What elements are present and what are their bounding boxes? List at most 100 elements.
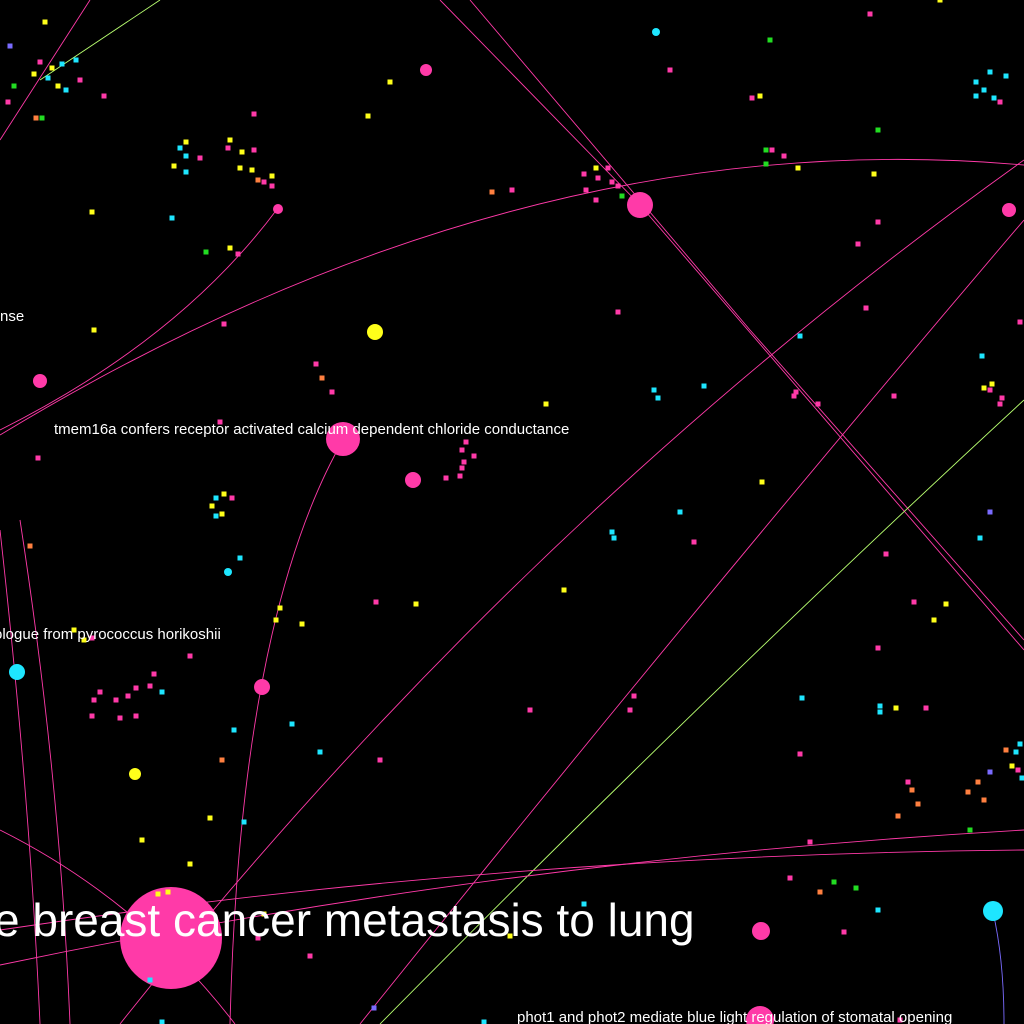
node-phot[interactable] (746, 1006, 774, 1024)
small-node[interactable] (815, 401, 821, 407)
small-node[interactable] (261, 911, 267, 917)
node[interactable] (9, 664, 25, 680)
small-node[interactable] (33, 115, 39, 121)
small-node[interactable] (915, 801, 921, 807)
small-node[interactable] (443, 475, 449, 481)
small-node[interactable] (891, 393, 897, 399)
small-node[interactable] (875, 907, 881, 913)
node[interactable] (129, 768, 141, 780)
small-node[interactable] (855, 241, 861, 247)
small-node[interactable] (273, 617, 279, 623)
small-node[interactable] (97, 689, 103, 695)
small-node[interactable] (329, 389, 335, 395)
small-node[interactable] (277, 605, 283, 611)
small-node[interactable] (237, 555, 243, 561)
small-node[interactable] (875, 219, 881, 225)
small-node[interactable] (365, 113, 371, 119)
small-node[interactable] (81, 637, 87, 643)
small-node[interactable] (937, 0, 943, 3)
small-node[interactable] (227, 137, 233, 143)
small-node[interactable] (155, 891, 161, 897)
small-node[interactable] (841, 929, 847, 935)
small-node[interactable] (249, 167, 255, 173)
node[interactable] (405, 472, 421, 488)
small-node[interactable] (377, 757, 383, 763)
small-node[interactable] (877, 709, 883, 715)
small-node[interactable] (313, 361, 319, 367)
small-node[interactable] (147, 683, 153, 689)
small-node[interactable] (289, 721, 295, 727)
small-node[interactable] (799, 695, 805, 701)
small-node[interactable] (217, 419, 223, 425)
small-node[interactable] (459, 447, 465, 453)
small-node[interactable] (757, 93, 763, 99)
small-node[interactable] (27, 543, 33, 549)
small-node[interactable] (875, 645, 881, 651)
small-node[interactable] (413, 601, 419, 607)
small-node[interactable] (5, 99, 11, 105)
small-node[interactable] (507, 933, 513, 939)
small-node[interactable] (975, 779, 981, 785)
small-node[interactable] (631, 693, 637, 699)
small-node[interactable] (1019, 775, 1024, 781)
small-node[interactable] (979, 353, 985, 359)
small-node[interactable] (89, 635, 95, 641)
small-node[interactable] (117, 715, 123, 721)
small-node[interactable] (59, 61, 65, 67)
small-node[interactable] (987, 387, 993, 393)
small-node[interactable] (269, 183, 275, 189)
node[interactable] (1002, 203, 1016, 217)
small-node[interactable] (615, 309, 621, 315)
small-node[interactable] (307, 953, 313, 959)
small-node[interactable] (235, 251, 241, 257)
small-node[interactable] (213, 513, 219, 519)
small-node[interactable] (593, 165, 599, 171)
small-node[interactable] (987, 509, 993, 515)
small-node[interactable] (1013, 749, 1019, 755)
small-node[interactable] (767, 37, 773, 43)
small-node[interactable] (89, 713, 95, 719)
small-node[interactable] (49, 65, 55, 71)
small-node[interactable] (165, 889, 171, 895)
small-node[interactable] (231, 727, 237, 733)
small-node[interactable] (457, 473, 463, 479)
small-node[interactable] (991, 95, 997, 101)
small-node[interactable] (897, 1017, 903, 1023)
small-node[interactable] (197, 155, 203, 161)
small-node[interactable] (867, 11, 873, 17)
small-node[interactable] (221, 491, 227, 497)
small-node[interactable] (619, 193, 625, 199)
small-node[interactable] (763, 161, 769, 167)
small-node[interactable] (943, 601, 949, 607)
small-node[interactable] (187, 653, 193, 659)
small-node[interactable] (581, 171, 587, 177)
node[interactable] (752, 922, 770, 940)
small-node[interactable] (543, 401, 549, 407)
small-node[interactable] (797, 333, 803, 339)
small-node[interactable] (187, 861, 193, 867)
small-node[interactable] (875, 127, 881, 133)
small-node[interactable] (877, 703, 883, 709)
small-node[interactable] (177, 145, 183, 151)
node[interactable] (652, 28, 660, 36)
small-node[interactable] (91, 697, 97, 703)
small-node[interactable] (317, 749, 323, 755)
small-node[interactable] (871, 171, 877, 177)
small-node[interactable] (987, 769, 993, 775)
node[interactable] (367, 324, 383, 340)
small-node[interactable] (973, 93, 979, 99)
small-node[interactable] (967, 827, 973, 833)
small-node[interactable] (853, 885, 859, 891)
small-node[interactable] (627, 707, 633, 713)
small-node[interactable] (791, 393, 797, 399)
small-node[interactable] (261, 179, 267, 185)
small-node[interactable] (981, 87, 987, 93)
small-node[interactable] (31, 71, 37, 77)
small-node[interactable] (795, 165, 801, 171)
small-node[interactable] (45, 75, 51, 81)
small-node[interactable] (581, 901, 587, 907)
small-node[interactable] (147, 977, 153, 983)
small-node[interactable] (159, 1019, 165, 1024)
small-node[interactable] (895, 813, 901, 819)
small-node[interactable] (981, 797, 987, 803)
